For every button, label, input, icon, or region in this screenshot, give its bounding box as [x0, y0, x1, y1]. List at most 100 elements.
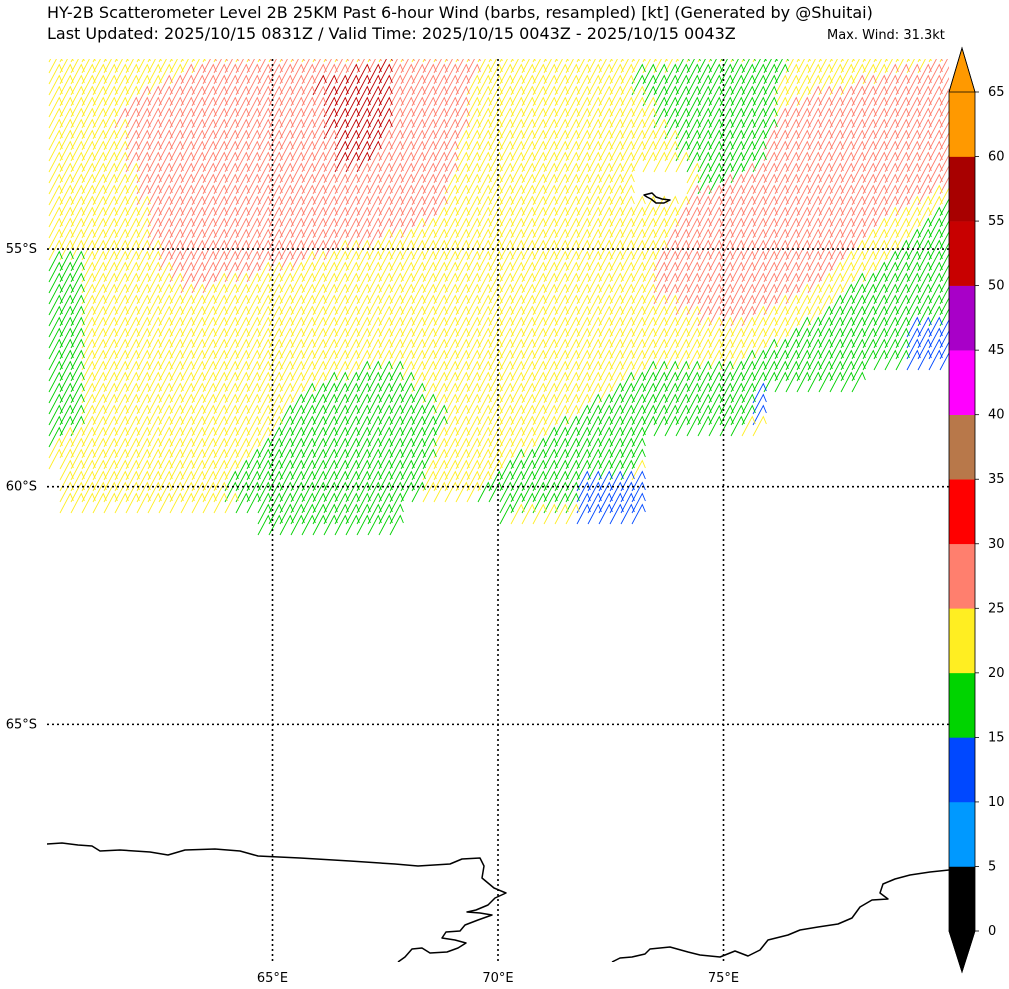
wind-barb — [378, 228, 393, 250]
wind-barb — [92, 360, 107, 382]
wind-barb — [312, 371, 327, 393]
wind-barb — [763, 272, 778, 294]
wind-barb — [477, 206, 492, 228]
wind-barb — [719, 239, 734, 261]
wind-barb — [730, 305, 745, 327]
wind-barb — [125, 316, 140, 338]
wind-barb — [378, 162, 393, 184]
wind-barb — [554, 96, 569, 118]
wind-barb — [499, 470, 514, 492]
wind-barb — [92, 140, 107, 162]
wind-barb — [389, 404, 404, 426]
wind-barb — [741, 206, 756, 228]
wind-barb — [92, 393, 107, 415]
wind-barb — [928, 349, 943, 371]
wind-barb — [620, 228, 635, 250]
wind-barb — [235, 151, 250, 173]
wind-barb — [147, 195, 162, 217]
wind-barb — [609, 96, 624, 118]
wind-barb — [257, 481, 272, 503]
wind-barb — [664, 272, 679, 294]
wind-barb — [246, 294, 261, 316]
wind-barb — [246, 481, 261, 503]
wind-barb — [158, 250, 173, 272]
wind-barb — [554, 393, 569, 415]
wind-barb — [191, 250, 206, 272]
wind-barb — [488, 140, 503, 162]
wind-barb — [642, 261, 657, 283]
wind-barb — [928, 283, 943, 305]
wind-barb — [367, 195, 382, 217]
wind-barb — [81, 162, 96, 184]
wind-barb — [224, 59, 239, 74]
wind-barb — [323, 107, 338, 129]
wind-barb — [213, 129, 228, 151]
wind-barb — [323, 239, 338, 261]
wind-barb — [829, 96, 844, 118]
wind-barb — [70, 107, 85, 129]
wind-barb — [840, 217, 855, 239]
wind-barb — [939, 88, 949, 107]
wind-barb — [807, 261, 822, 283]
wind-barb — [477, 481, 492, 503]
wind-barb — [488, 393, 503, 415]
wind-barb — [411, 96, 426, 118]
wind-barb — [257, 338, 272, 360]
wind-barb — [532, 206, 547, 228]
wind-barb — [422, 415, 437, 437]
wind-barb — [334, 59, 349, 74]
wind-barb — [598, 184, 613, 206]
wind-barb — [323, 470, 338, 492]
wind-barb — [345, 294, 360, 316]
wind-barb — [752, 250, 767, 272]
wind-barb — [697, 151, 712, 173]
wind-barb — [884, 184, 899, 206]
wind-barb — [620, 59, 635, 74]
wind-barb — [235, 140, 250, 162]
wind-barb — [114, 448, 129, 470]
wind-barb — [488, 74, 503, 96]
colorbar-segment — [949, 737, 975, 803]
wind-barb — [48, 96, 63, 118]
wind-barb — [213, 481, 228, 503]
wind-barb — [587, 459, 602, 481]
wind-barb — [367, 349, 382, 371]
wind-barb — [620, 272, 635, 294]
wind-barb — [345, 514, 360, 536]
wind-barb — [774, 140, 789, 162]
wind-barb — [543, 448, 558, 470]
wind-barb — [631, 74, 646, 96]
wind-barb — [158, 261, 173, 283]
wind-barb — [312, 360, 327, 382]
wind-barb — [829, 173, 844, 195]
wind-barb — [356, 371, 371, 393]
wind-barb — [433, 415, 448, 437]
wind-barb — [125, 250, 140, 272]
wind-barb — [103, 228, 118, 250]
wind-barb — [884, 239, 899, 261]
wind-barb — [939, 198, 949, 217]
wind-barb — [257, 118, 272, 140]
wind-barb — [411, 360, 426, 382]
wind-barb — [510, 129, 525, 151]
wind-barb — [642, 371, 657, 393]
wind-barb — [675, 327, 690, 349]
wind-barb — [356, 261, 371, 283]
chart-title: HY-2B Scatterometer Level 2B 25KM Past 6… — [47, 3, 873, 22]
colorbar-tick-label: 20 — [988, 666, 1005, 681]
wind-barb — [466, 426, 481, 448]
wind-barb — [400, 382, 415, 404]
wind-barb — [169, 195, 184, 217]
wind-barb — [499, 492, 514, 514]
wind-barb — [598, 470, 613, 492]
wind-barb — [598, 426, 613, 448]
wind-barb — [488, 316, 503, 338]
wind-barb — [466, 173, 481, 195]
wind-barb — [664, 294, 679, 316]
wind-barb — [598, 316, 613, 338]
wind-barb — [851, 118, 866, 140]
wind-barb — [598, 283, 613, 305]
wind-barb — [345, 316, 360, 338]
wind-barb — [477, 459, 492, 481]
wind-barb — [180, 74, 195, 96]
